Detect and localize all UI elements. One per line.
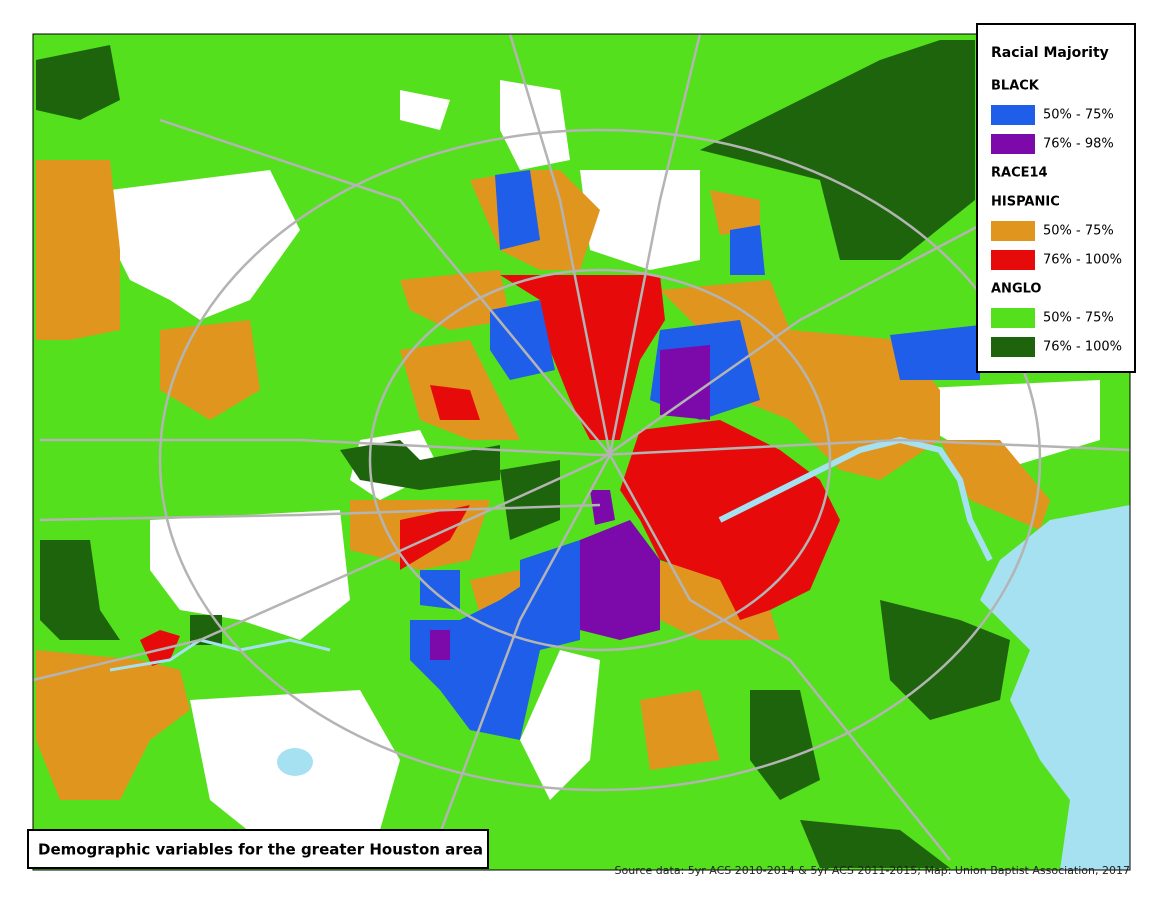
region <box>140 630 180 666</box>
region <box>36 160 120 340</box>
region <box>495 170 540 250</box>
empty-area <box>500 80 570 170</box>
ship-channel <box>718 436 993 562</box>
region <box>420 570 460 610</box>
legend-title: Racial Majority <box>991 45 1109 61</box>
region <box>490 300 555 380</box>
legend-label: 76% - 98% <box>1043 137 1114 152</box>
region <box>730 225 765 275</box>
caption: Demographic variables for the greater Ho… <box>38 841 483 859</box>
region <box>660 345 710 420</box>
legend-swatch <box>991 105 1035 125</box>
region <box>36 650 190 800</box>
legend-group: HISPANIC <box>991 195 1060 210</box>
legend-label: 50% - 75% <box>1043 108 1114 123</box>
legend-group: ANGLO <box>991 282 1041 297</box>
layer-label: RACE14 <box>991 166 1048 181</box>
legend-label: 50% - 75% <box>1043 311 1114 326</box>
legend-label: 76% - 100% <box>1043 253 1122 268</box>
water <box>980 505 1130 870</box>
region <box>890 325 980 380</box>
region <box>620 420 840 620</box>
region <box>190 615 222 645</box>
region <box>580 520 660 640</box>
legend-group: BLACK <box>991 79 1040 94</box>
region <box>430 385 480 420</box>
legend-swatch <box>991 134 1035 154</box>
roads <box>32 33 1131 861</box>
region <box>340 440 500 490</box>
region <box>750 690 820 800</box>
empty-area <box>520 650 600 800</box>
legend-swatch <box>991 221 1035 241</box>
empty-area <box>150 510 350 640</box>
empty-area <box>400 90 450 130</box>
map <box>32 33 1131 871</box>
region <box>400 270 510 330</box>
region <box>520 540 590 610</box>
region <box>400 505 470 570</box>
region <box>500 460 560 540</box>
region <box>700 40 975 260</box>
lake <box>277 748 313 776</box>
legend-label: 50% - 75% <box>1043 224 1114 239</box>
bayou <box>109 638 331 672</box>
region <box>590 490 615 525</box>
region <box>160 320 260 420</box>
region <box>710 190 760 235</box>
caption-box <box>27 829 489 869</box>
region <box>36 45 120 120</box>
source-note: Source data: 5yr ACS 2010-2014 & 5yr ACS… <box>615 864 1130 877</box>
region <box>800 820 950 868</box>
map-frame <box>32 33 1131 871</box>
legend-swatch <box>991 337 1035 357</box>
empty-area <box>580 170 700 270</box>
legend-swatch <box>991 250 1035 270</box>
region <box>940 440 1050 530</box>
region <box>40 540 120 640</box>
legend-label: 76% - 100% <box>1043 340 1122 355</box>
region <box>640 690 720 770</box>
region <box>430 630 450 660</box>
region <box>500 275 665 440</box>
empty-area <box>110 170 300 320</box>
legend-swatch <box>991 308 1035 328</box>
